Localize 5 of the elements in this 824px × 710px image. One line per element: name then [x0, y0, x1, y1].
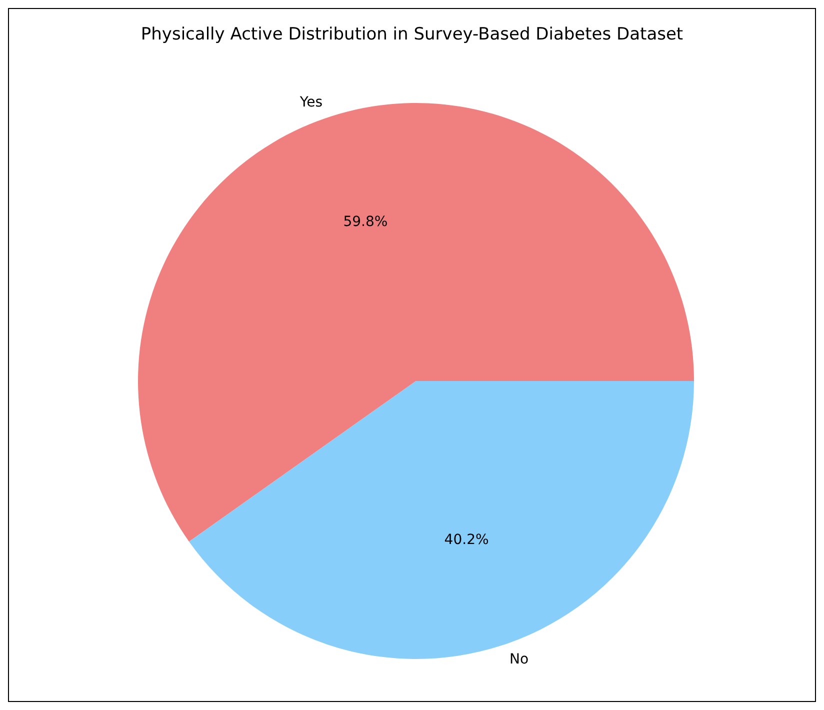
data-label: 40.2%: [444, 532, 489, 548]
slice-label: Yes: [298, 94, 323, 111]
chart-title: Physically Active Distribution in Survey-Based Diabetes Dataset: [140, 24, 684, 44]
slice-label: No: [509, 651, 529, 668]
data-label: 59.8%: [343, 214, 388, 230]
